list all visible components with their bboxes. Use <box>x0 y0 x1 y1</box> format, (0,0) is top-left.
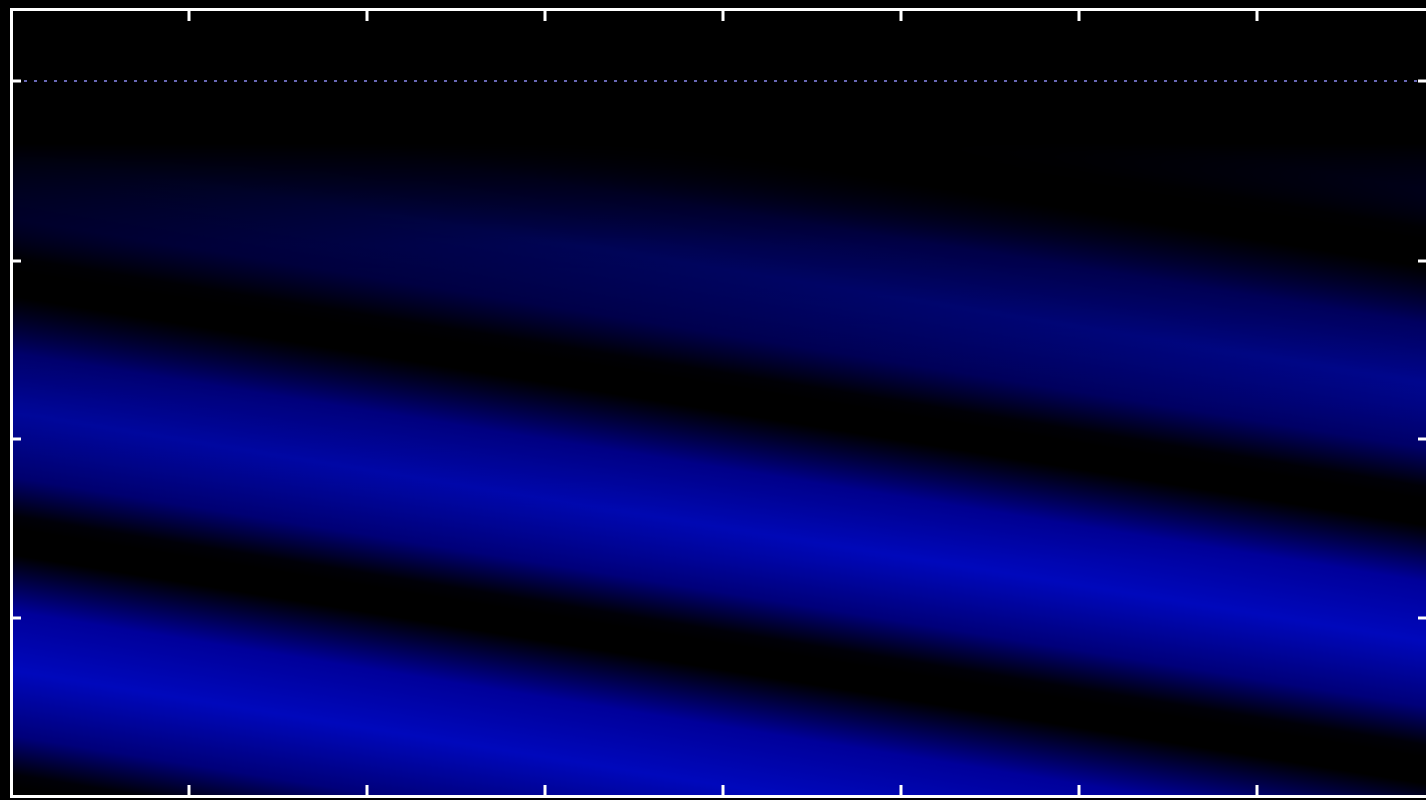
top-fade <box>11 9 1426 798</box>
plot-view <box>0 0 1426 800</box>
page: {} <box>0 0 1426 800</box>
